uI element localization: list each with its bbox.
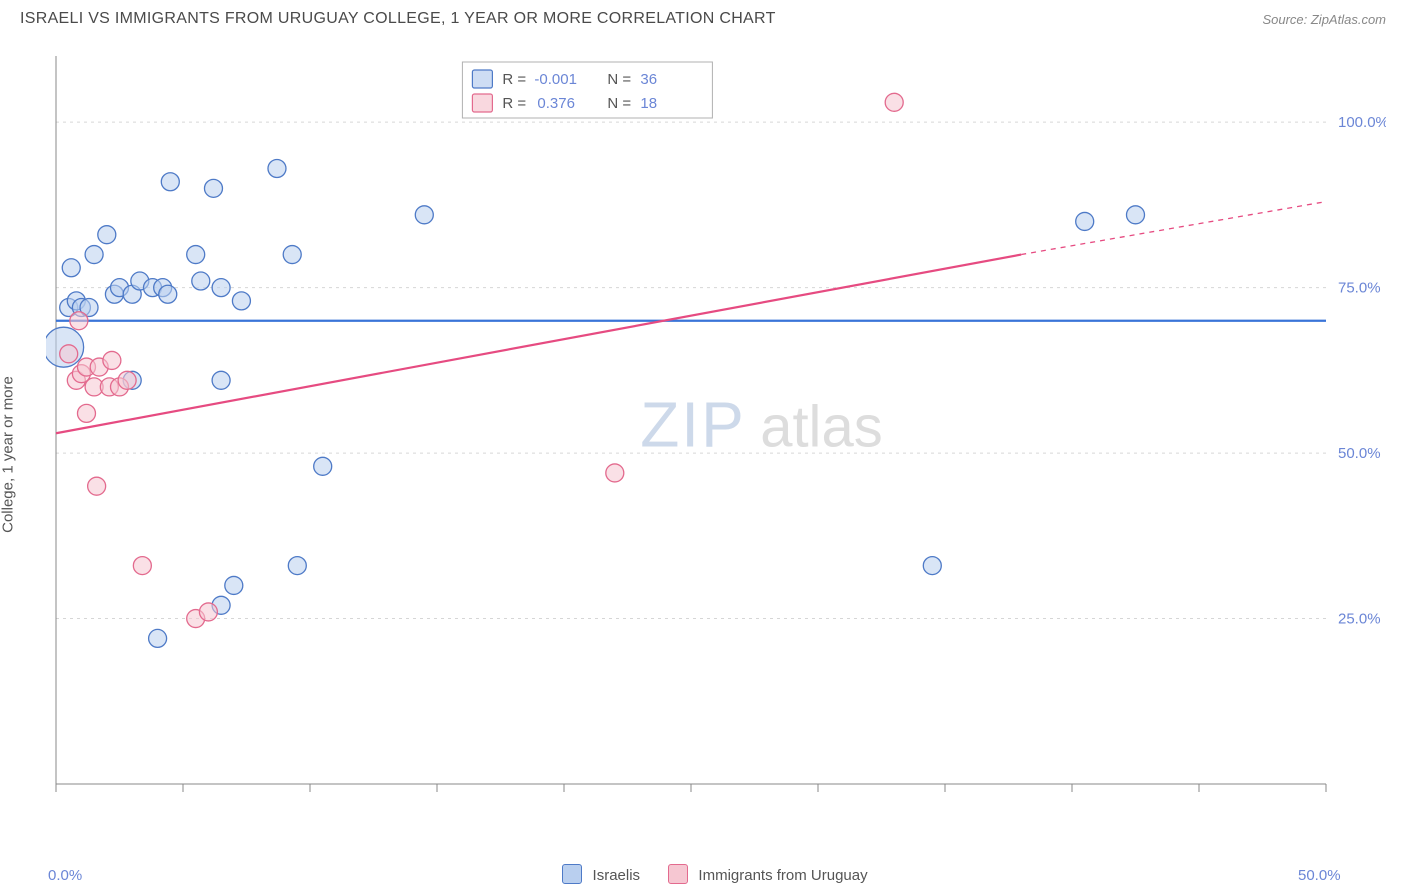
svg-text:N =: N =	[607, 95, 631, 112]
bottom-legend: Israelis Immigrants from Uruguay	[0, 864, 1406, 884]
svg-text:-0.001: -0.001	[534, 71, 577, 88]
svg-text:atlas: atlas	[760, 394, 883, 459]
svg-text:36: 36	[640, 71, 657, 88]
legend-label-uruguay: Immigrants from Uruguay	[698, 867, 867, 884]
scatter-chart: 25.0% 50.0% 75.0% 100.0% ZIPatlas R = -0.001 N …	[46, 46, 1386, 834]
legend-swatch-israelis	[562, 864, 582, 884]
svg-text:50.0%: 50.0%	[1338, 445, 1381, 462]
y-axis-label: College, 1 year or more	[0, 376, 17, 533]
svg-text:R =: R =	[502, 95, 526, 112]
legend-swatch-uruguay	[668, 864, 688, 884]
source-label: Source: ZipAtlas.com	[1262, 12, 1386, 27]
svg-text:0.376: 0.376	[537, 95, 575, 112]
svg-text:100.0%: 100.0%	[1338, 114, 1386, 131]
svg-text:N =: N =	[607, 71, 631, 88]
chart-title: ISRAELI VS IMMIGRANTS FROM URUGUAY COLLE…	[20, 10, 776, 28]
x-axis-min-label: 0.0%	[48, 867, 82, 884]
x-axis-max-label: 50.0%	[1298, 867, 1341, 884]
svg-text:18: 18	[640, 95, 657, 112]
svg-text:75.0%: 75.0%	[1338, 280, 1381, 297]
legend-label-israelis: Israelis	[593, 867, 641, 884]
chart-area: 25.0% 50.0% 75.0% 100.0% ZIPatlas R = -0.001 N …	[46, 46, 1386, 834]
svg-text:R =: R =	[502, 71, 526, 88]
svg-text:ZIP: ZIP	[640, 388, 746, 460]
svg-text:25.0%: 25.0%	[1338, 611, 1381, 628]
